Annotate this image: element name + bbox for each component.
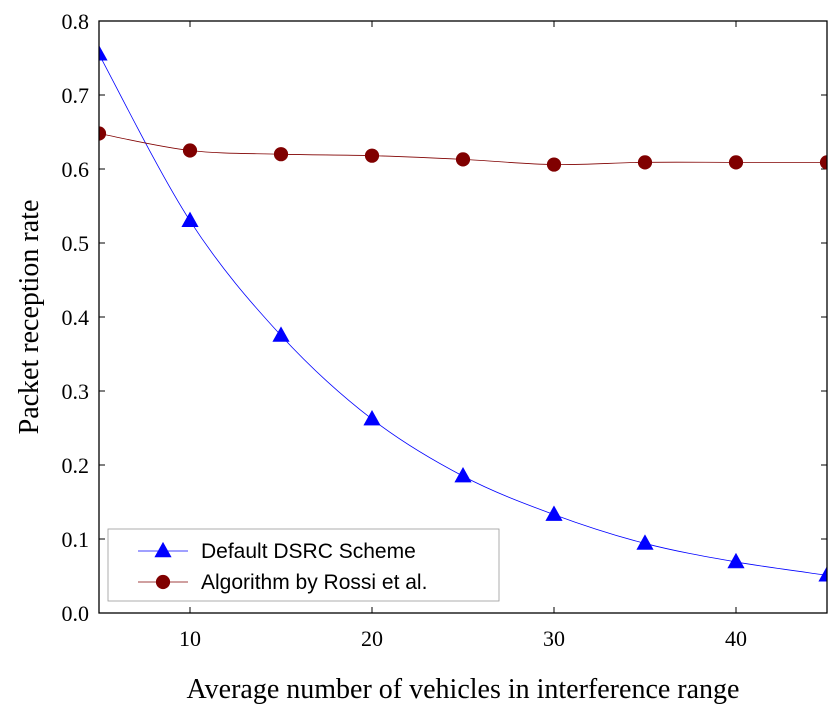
data-point (545, 505, 563, 521)
series-layer (99, 45, 827, 582)
series-line (99, 54, 827, 576)
y-tick-label: 0.1 (62, 527, 90, 552)
legend-label: Default DSRC Scheme (201, 540, 416, 563)
data-point (637, 155, 653, 170)
legend: Default DSRC Scheme Algorithm by Rossi et… (107, 528, 500, 602)
data-point (636, 534, 654, 550)
x-tick-label: 10 (179, 626, 201, 651)
y-tick-label: 0.6 (62, 157, 90, 182)
data-point (182, 143, 198, 158)
data-point (99, 45, 108, 61)
legend-item: Algorithm by Rossi et al. (138, 571, 427, 594)
y-tick-label: 0.3 (62, 379, 90, 404)
data-point (728, 155, 744, 170)
legend-marker (154, 541, 172, 558)
data-point (364, 148, 380, 163)
data-point (546, 157, 562, 172)
y-tick-label: 0.7 (62, 83, 90, 108)
data-point (727, 552, 745, 569)
y-tick-label: 0.5 (62, 231, 90, 256)
x-tick-label: 20 (361, 626, 383, 651)
series-2 (99, 126, 827, 172)
data-point (363, 410, 381, 426)
data-point (181, 211, 199, 228)
legend-item: Default DSRC Scheme (138, 540, 416, 563)
series-markers (99, 126, 827, 172)
data-point (272, 326, 290, 342)
legend-label: Algorithm by Rossi et al. (201, 571, 427, 594)
y-tick-label: 0.2 (62, 453, 90, 478)
ticks-layer: 0.0 0.1 0.2 0.3 0.4 0.5 0.6 0.7 0.8 10 20 30 40 (62, 9, 827, 651)
x-axis-title: Average number of vehicles in interferen… (187, 674, 740, 705)
data-point (454, 466, 472, 483)
data-point (99, 126, 107, 141)
y-tick-label: 0.8 (62, 9, 90, 34)
y-tick-label: 0.4 (62, 305, 90, 330)
y-tick-label: 0.0 (62, 601, 90, 626)
data-point (455, 152, 471, 167)
legend-box (107, 528, 500, 602)
series-markers (99, 45, 827, 582)
x-tick-label: 30 (543, 626, 565, 651)
data-point (818, 566, 827, 582)
x-tick-label: 40 (725, 626, 747, 651)
legend-marker (155, 574, 171, 590)
series-1 (99, 45, 827, 582)
data-point (273, 147, 289, 162)
plot-frame (98, 20, 828, 614)
data-point (819, 155, 827, 170)
y-axis-title: Packet reception rate (14, 200, 45, 435)
